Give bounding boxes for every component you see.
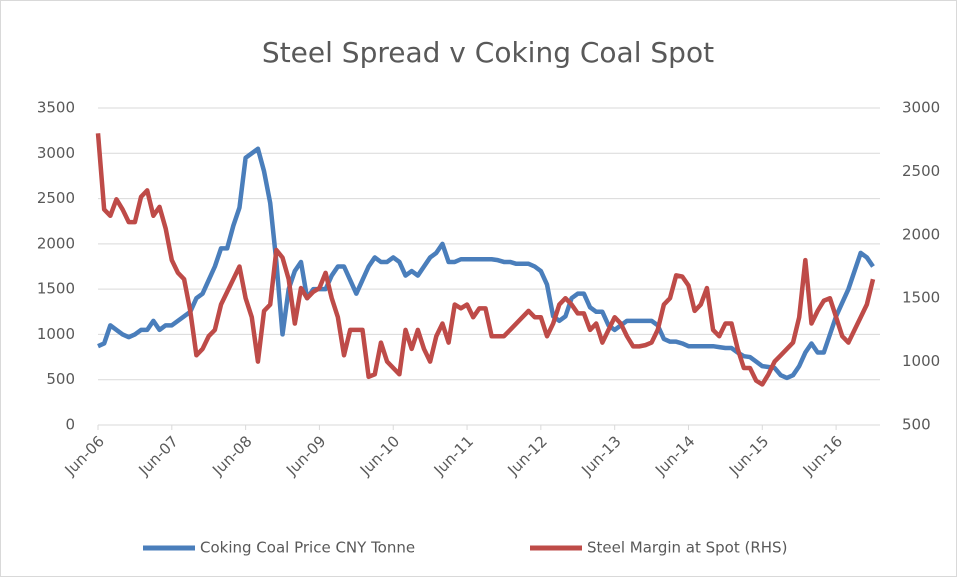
- y-tick-label: 500: [46, 370, 75, 388]
- y2-tick-label: 2000: [902, 225, 940, 243]
- y2-tick-label: 500: [902, 416, 931, 434]
- chart-title: Steel Spread v Coking Coal Spot: [262, 36, 714, 69]
- y-tick-label: 3500: [37, 99, 75, 117]
- y-tick-label: 1500: [37, 280, 75, 298]
- y2-tick-label: 1500: [902, 289, 940, 307]
- legend-label: Steel Margin at Spot (RHS): [587, 539, 787, 557]
- y-tick-label: 2500: [37, 189, 75, 207]
- legend-label: Coking Coal Price CNY Tonne: [200, 539, 415, 557]
- line-series: [95, 133, 876, 387]
- y-tick-label: 3000: [37, 144, 75, 162]
- line-series: [97, 146, 875, 381]
- y2-tick-label: 2500: [902, 162, 940, 180]
- y-tick-label: 0: [65, 416, 75, 434]
- y2-tick-label: 3000: [902, 99, 940, 117]
- y-tick-label: 2000: [37, 234, 75, 252]
- y-tick-label: 1000: [37, 325, 75, 343]
- y2-tick-label: 1000: [902, 352, 940, 370]
